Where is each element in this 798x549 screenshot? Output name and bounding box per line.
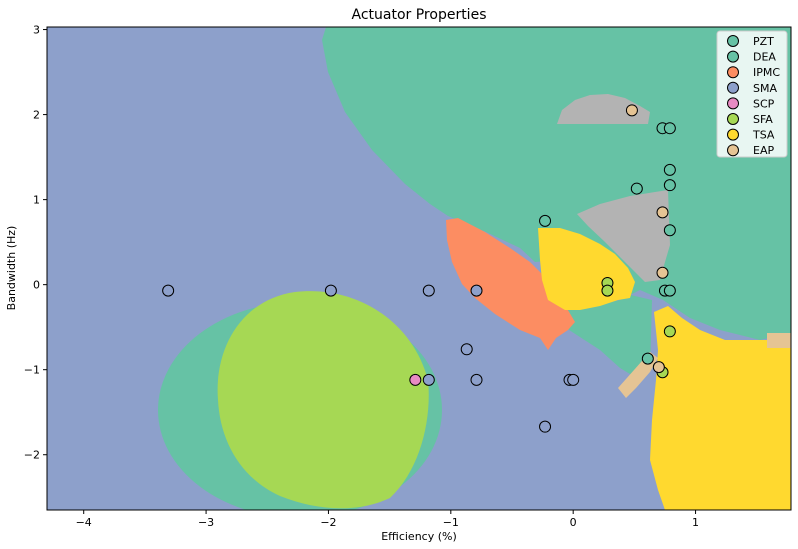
legend-label-ipmc: IPMC (753, 66, 780, 79)
data-point-eap (625, 104, 638, 117)
data-point-sma (422, 373, 435, 386)
x-tick-label: −1 (443, 516, 459, 529)
x-tick-label: 1 (692, 516, 699, 529)
data-point-scp (409, 373, 422, 386)
plot-area (47, 27, 791, 510)
legend-marker-ipmc (727, 66, 739, 79)
legend: PZT DEA IPMC SMA SCP SFA TSA EAP (716, 30, 788, 158)
x-tick-label: −3 (198, 516, 214, 529)
x-tick-label: −2 (320, 516, 336, 529)
legend-label-scp: SCP (753, 97, 775, 110)
chart-title: Actuator Properties (352, 7, 487, 23)
y-tick-label: 3 (33, 24, 40, 37)
legend-marker-tsa (727, 128, 739, 141)
legend-label-sfa: SFA (753, 113, 773, 126)
data-point-dea (663, 122, 676, 135)
data-point-sma (324, 284, 337, 297)
data-point-sma (460, 343, 473, 356)
data-point-eap (652, 361, 665, 374)
legend-marker-pzt (727, 35, 739, 47)
x-tick-label: −4 (76, 516, 92, 529)
data-point-sfa (601, 284, 614, 297)
x-axis: −4 −3 −2 −1 0 1 (76, 510, 699, 529)
y-tick-label: −1 (24, 364, 40, 377)
region-eap-right (767, 333, 791, 348)
data-point-dea (663, 163, 676, 176)
region-tsa-lower (650, 306, 791, 510)
region-ipmc (446, 218, 575, 350)
data-point-dea (663, 224, 676, 237)
y-tick-label: −2 (24, 449, 40, 462)
points-layer (162, 104, 676, 433)
data-point-dea (630, 182, 643, 195)
x-tick-label: 0 (570, 516, 577, 529)
data-point-dea (663, 284, 676, 297)
legend-marker-sfa (727, 113, 739, 125)
legend-marker-scp (727, 97, 739, 110)
x-axis-title: Efficiency (%) (381, 530, 457, 543)
legend-label-pzt: PZT (753, 35, 774, 48)
data-point-dea (663, 179, 676, 192)
y-axis: −2 −1 0 1 2 3 (24, 24, 47, 462)
legend-marker-dea (727, 50, 739, 63)
legend-label-eap: EAP (753, 144, 774, 157)
data-point-sma (422, 284, 435, 297)
legend-label-dea: DEA (753, 51, 776, 64)
legend-marker-eap (727, 144, 739, 157)
data-point-sfa (663, 325, 676, 338)
y-axis-title: Bandwidth (Hz) (5, 226, 18, 311)
legend-label-tsa: TSA (752, 129, 775, 142)
region-overlap-mid (577, 190, 670, 282)
data-point-sma (470, 284, 483, 297)
region-overlap-top (557, 94, 650, 124)
data-point-sma (567, 373, 580, 386)
data-point-dea (539, 214, 552, 227)
y-tick-label: 1 (33, 194, 40, 207)
data-point-sma (539, 420, 552, 433)
data-point-eap (656, 206, 669, 219)
plot-frame (46, 26, 792, 511)
region-sfa (217, 291, 429, 509)
y-tick-label: 2 (33, 109, 40, 122)
data-point-eap (656, 266, 669, 279)
data-point-dea (641, 352, 654, 365)
legend-box (716, 30, 788, 158)
legend-marker-sma (727, 81, 739, 94)
legend-label-sma: SMA (753, 82, 777, 95)
data-point-sma (162, 284, 175, 297)
data-point-sma (470, 373, 483, 386)
y-tick-label: 0 (33, 279, 40, 292)
